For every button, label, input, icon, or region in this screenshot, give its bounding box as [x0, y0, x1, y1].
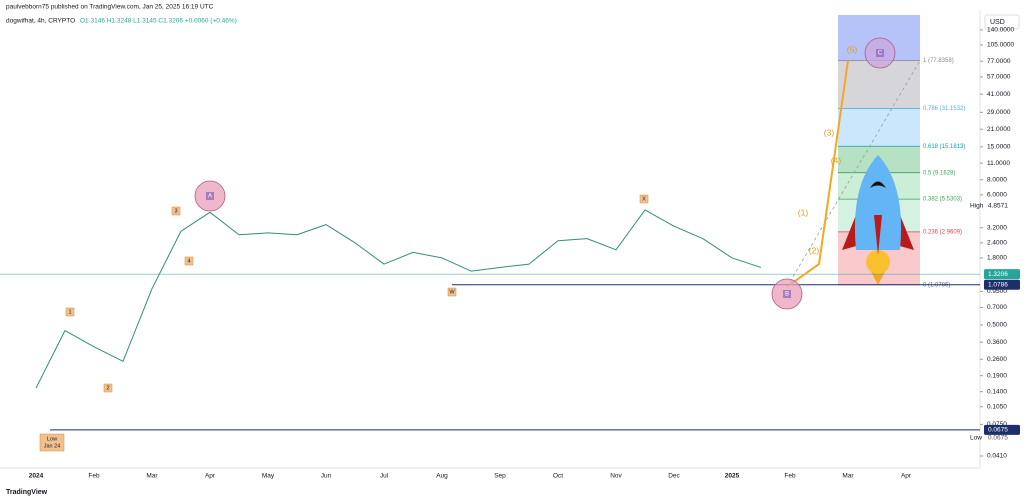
y-tick-label: 3.2000	[987, 224, 1007, 231]
fib-label: 0.5 (9.1628)	[923, 170, 955, 176]
y-tick-label: 0.7000	[987, 304, 1007, 311]
price-box	[984, 424, 1020, 435]
y-tick-label: 0.0750	[987, 421, 1007, 428]
y-tick-label: 8.0000	[987, 177, 1007, 184]
wave-box	[206, 192, 214, 200]
x-tick-label: Mar	[842, 473, 854, 480]
low-name: Low	[970, 435, 982, 442]
x-tick-label: Feb	[88, 473, 100, 480]
x-tick-label: Jul	[380, 473, 389, 480]
wave-box	[103, 383, 113, 393]
x-tick-label: Oct	[553, 473, 563, 480]
wave-box	[184, 256, 194, 266]
x-tick-label: Jun	[321, 473, 332, 480]
symbol: dogwifhat, 4h, CRYPTO	[6, 18, 75, 25]
x-tick-label: 2024	[29, 473, 44, 480]
y-tick-label: 6.0000	[987, 192, 1007, 199]
y-tick-label: 0.3600	[987, 339, 1007, 346]
fib-label: 1 (77.8358)	[923, 58, 954, 64]
price-label: 1.3206	[988, 271, 1008, 278]
low-note-box	[39, 433, 65, 452]
x-tick-label: Mar	[146, 473, 158, 480]
price-box	[984, 269, 1020, 280]
y-tick-label: 0.1900	[987, 372, 1007, 379]
x-tick-label: Dec	[668, 473, 680, 480]
wave-label: X	[642, 196, 646, 202]
y-tick-label: 41.0000	[987, 91, 1011, 98]
y-tick-label: 0.2600	[987, 356, 1007, 363]
wave-label: 3	[174, 208, 177, 214]
wave-label: B	[785, 292, 789, 298]
fib-label: 0.786 (31.1532)	[923, 106, 965, 112]
fib-label: 0.618 (15.1813)	[923, 144, 965, 150]
y-tick-label: 0.0410	[987, 453, 1007, 460]
y-tick-label: 0.1400	[987, 388, 1007, 395]
y-tick-label: 0.5000	[987, 322, 1007, 329]
wave-label: 4	[187, 258, 190, 264]
publisher: paulvebborn75 published on TradingView.c…	[6, 4, 214, 11]
y-tick-label: 2.4000	[987, 240, 1007, 247]
wave-box	[783, 290, 791, 298]
fib-label: 0.382 (5.5303)	[923, 197, 962, 203]
footer: TradingView	[6, 489, 48, 496]
y-tick-label: 140.0000	[987, 27, 1014, 34]
low-value: 0.0675	[988, 435, 1008, 442]
fib-label: 0.236 (2.9609)	[923, 229, 962, 235]
wave-box	[639, 194, 649, 204]
price-box	[984, 279, 1020, 290]
wave-label: A	[208, 194, 212, 200]
price-label: 1.0786	[988, 281, 1008, 288]
wave-box	[447, 287, 457, 297]
wave-label: (4)	[831, 155, 842, 165]
low-note: Low	[47, 436, 57, 442]
y-tick-label: 57.0000	[987, 74, 1011, 81]
wave-box	[65, 307, 75, 317]
wave-label: 1	[68, 309, 71, 315]
price-line-series	[35, 209, 762, 389]
x-tick-label: 2025	[725, 473, 740, 480]
y-tick-label: 11.0000	[987, 160, 1010, 167]
high-name: High	[970, 203, 984, 210]
y-tick-label: 21.0000	[987, 126, 1011, 133]
wave-label: (5)	[847, 44, 858, 54]
y-tick-label: 0.1050	[987, 403, 1007, 410]
x-tick-label: Feb	[784, 473, 796, 480]
y-tick-label: 1.8000	[987, 255, 1007, 262]
wave-label: W	[449, 289, 455, 295]
x-tick-label: Nov	[610, 473, 622, 480]
fib-label: 0 (1.0786)	[923, 282, 950, 288]
x-tick-label: Aug	[436, 473, 448, 480]
currency-box	[984, 14, 1020, 30]
wave-label: (3)	[824, 127, 835, 137]
x-tick-label: May	[262, 473, 275, 480]
wave-label: (2)	[809, 245, 820, 255]
fib-band	[838, 108, 920, 147]
y-tick-label: 0.9500	[987, 288, 1007, 295]
wave-label: C	[878, 51, 883, 57]
rocket	[842, 155, 914, 285]
y-tick-label: 105.0000	[987, 42, 1014, 49]
x-tick-label: Apr	[901, 473, 912, 480]
x-tick-label: Sep	[494, 473, 506, 480]
high-value: 4.8571	[988, 203, 1008, 210]
wave-label: (1)	[798, 207, 809, 217]
y-tick-label: 15.0000	[987, 144, 1011, 151]
price-label: 0.0675	[988, 427, 1008, 434]
wave-box	[171, 206, 181, 216]
projection-line	[789, 60, 849, 286]
x-tick-label: Apr	[205, 473, 216, 480]
low-note: Jan 24	[44, 443, 61, 449]
projection-dashed	[786, 60, 921, 288]
currency: USD	[990, 19, 1005, 26]
y-tick-label: 29.0000	[987, 109, 1011, 116]
ohlc: O1.3146 H1.3248 L1.3145 C1.3206 +0.0060 …	[80, 18, 237, 25]
wave-label: 2	[106, 385, 109, 391]
wave-box	[876, 49, 884, 57]
y-tick-label: 77.0000	[987, 58, 1011, 65]
